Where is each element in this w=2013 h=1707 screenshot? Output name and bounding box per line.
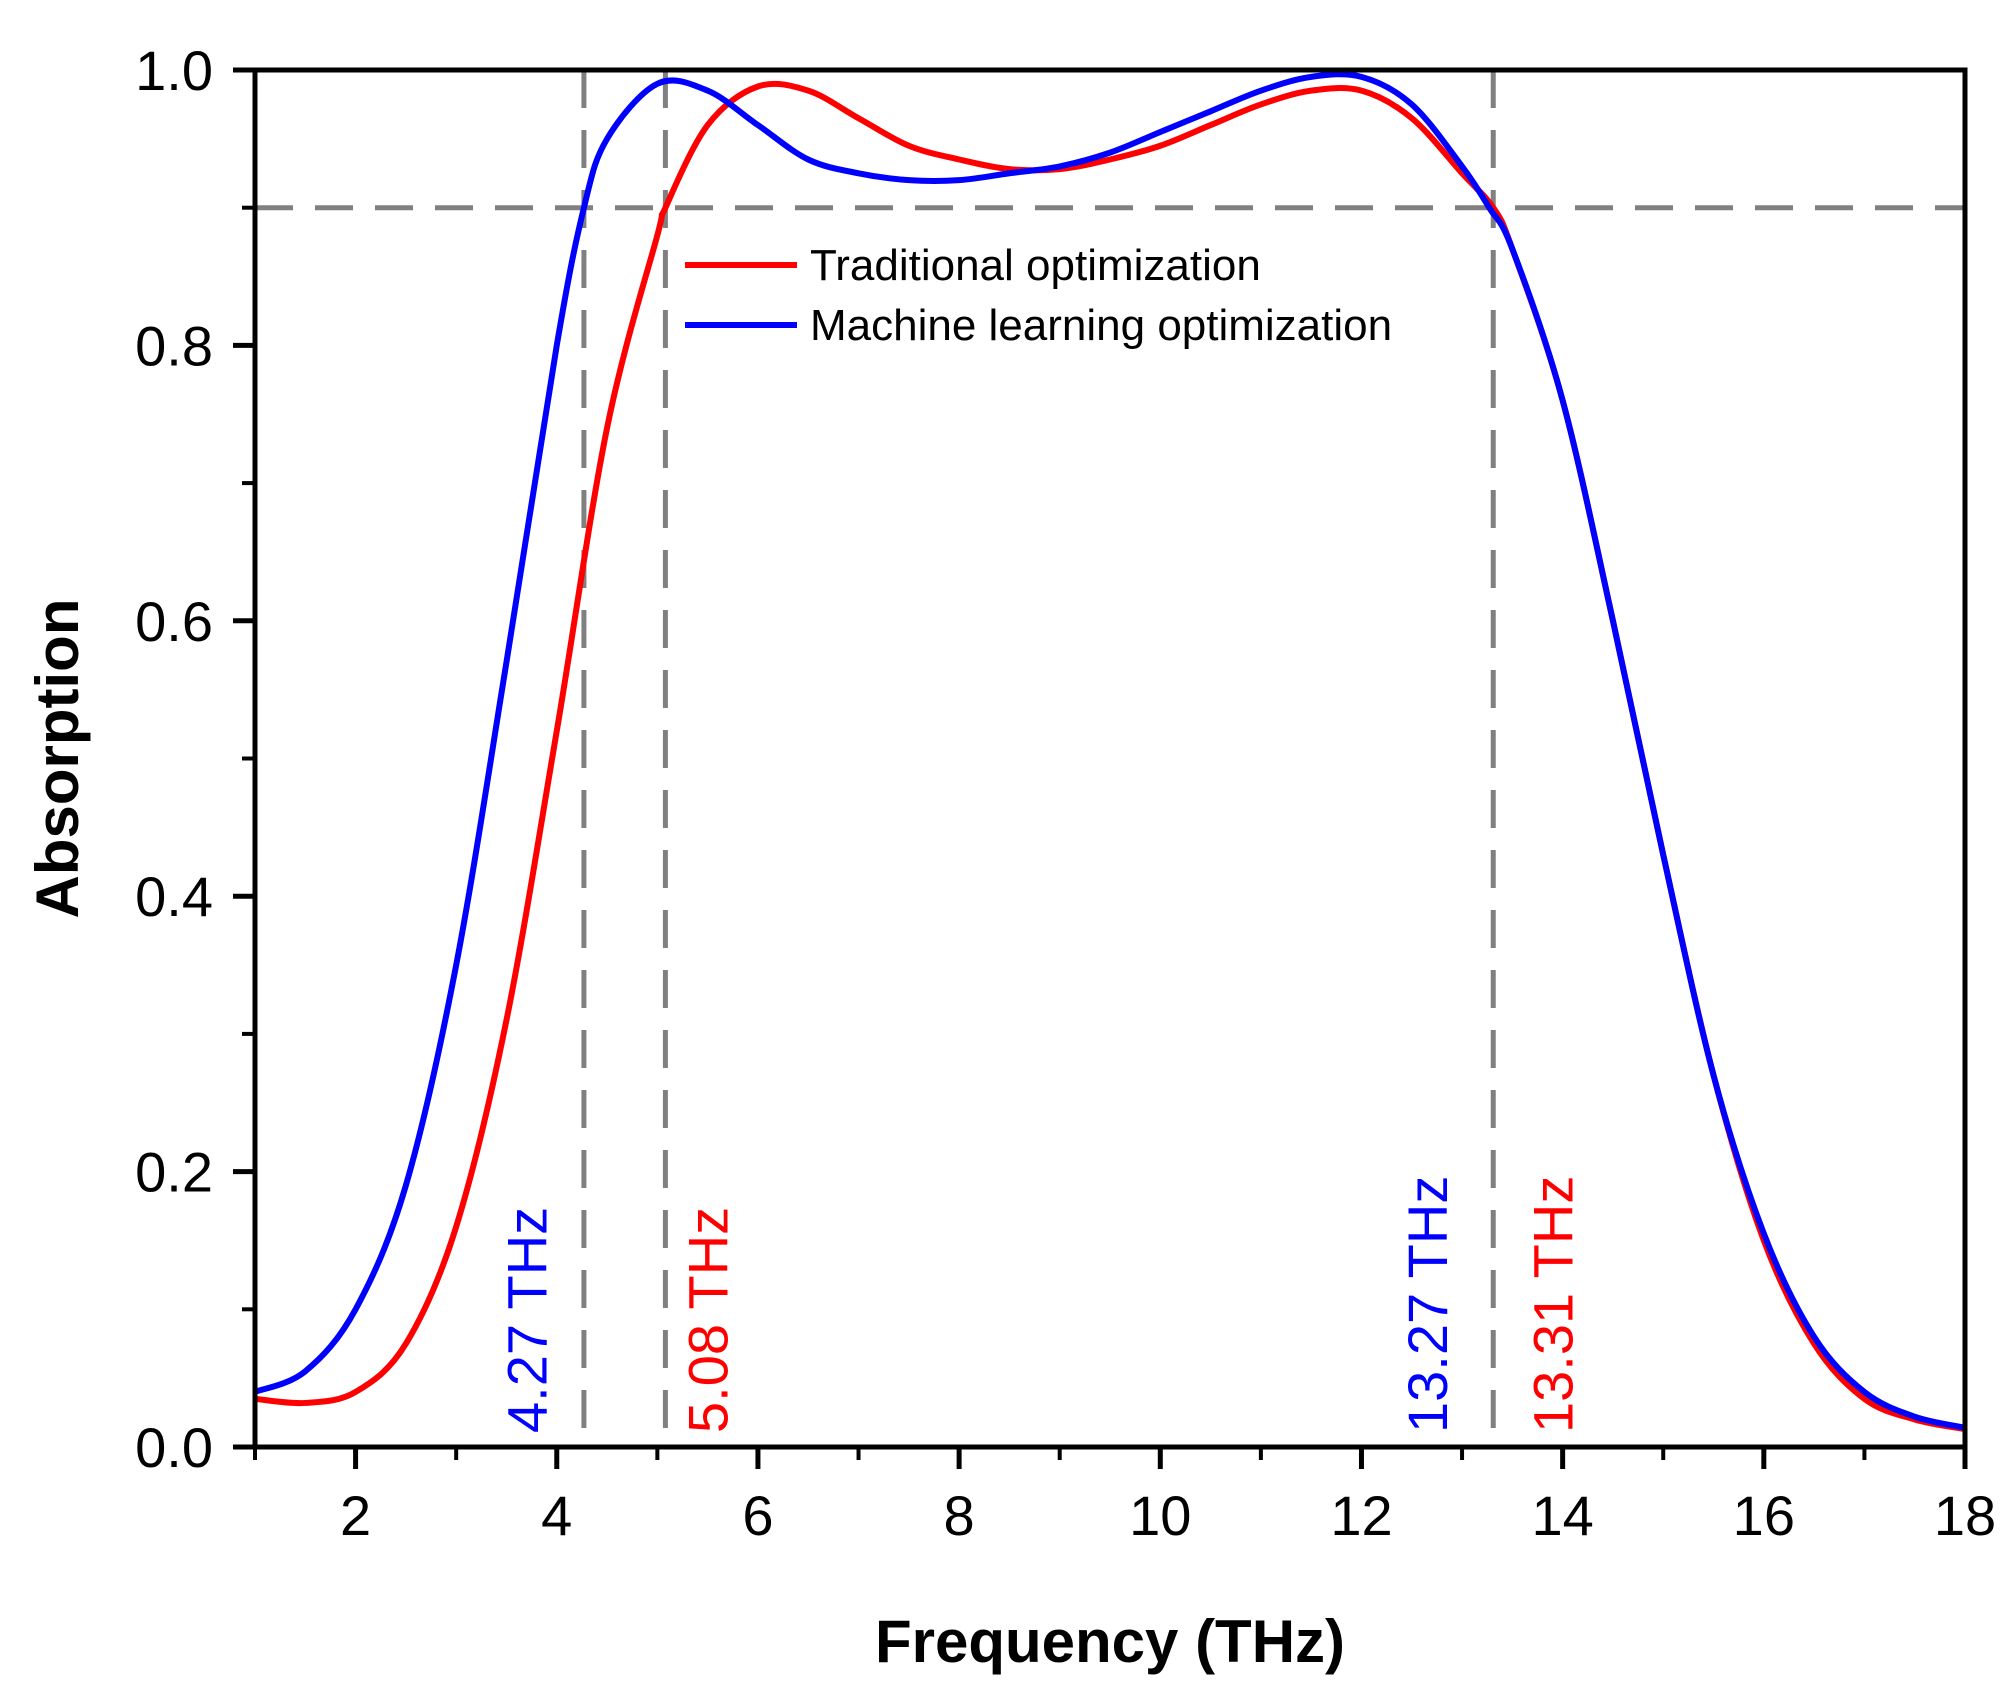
- legend-label-traditional: Traditional optimization: [810, 241, 1261, 290]
- frequency-annotation-3: 13.31 THz: [1522, 1176, 1585, 1433]
- x-tick-label: 8: [944, 1484, 975, 1547]
- frequency-annotation-2: 13.27 THz: [1396, 1176, 1459, 1433]
- x-tick-label: 4: [541, 1484, 572, 1547]
- x-tick-label: 12: [1330, 1484, 1392, 1547]
- y-tick-label: 0.6: [135, 590, 213, 653]
- series-line-1: [253, 71, 1966, 1431]
- y-tick-label: 0.8: [135, 314, 213, 377]
- x-tick-label: 16: [1733, 1484, 1795, 1547]
- y-tick-label: 0.2: [135, 1141, 213, 1204]
- annotations: 4.27 THz 5.08 THz 13.27 THz 13.31 THz: [496, 1176, 1585, 1433]
- x-tick-label: 2: [340, 1484, 371, 1547]
- x-tick-label: 18: [1934, 1484, 1996, 1547]
- x-axis-title: Frequency (THz): [875, 1608, 1345, 1675]
- axis-ticks: [233, 67, 1968, 1469]
- tick-labels: 2 4 6 8 10 12 14 16 18 0.0 0.2 0.4 0.6 0.8 1.0: [135, 39, 1996, 1547]
- frequency-annotation-0: 4.27 THz: [496, 1207, 559, 1433]
- y-tick-label: 1.0: [135, 39, 213, 102]
- y-tick-label: 0.0: [135, 1416, 213, 1479]
- frequency-annotation-1: 5.08 THz: [677, 1207, 740, 1433]
- x-tick-label: 10: [1129, 1484, 1191, 1547]
- y-tick-label: 0.4: [135, 865, 213, 928]
- x-tick-label: 14: [1531, 1484, 1593, 1547]
- x-tick-label: 6: [742, 1484, 773, 1547]
- series-layer: [253, 71, 1966, 1433]
- legend: Traditional optimization Machine learnin…: [685, 241, 1392, 350]
- reference-lines: [255, 70, 1965, 1447]
- y-axis-title: Absorption: [24, 599, 91, 919]
- legend-label-machine-learning: Machine learning optimization: [810, 301, 1392, 350]
